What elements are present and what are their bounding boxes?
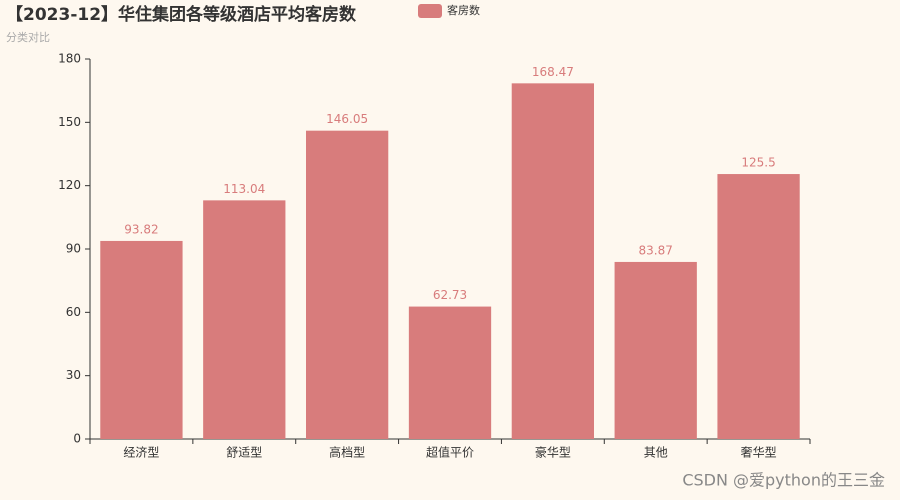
x-tick-label: 豪华型 [535,445,571,460]
x-tick-label: 舒适型 [226,446,262,460]
x-tick-label: 经济型 [123,445,159,460]
x-tick-label: 超值平价 [426,445,474,460]
watermark: CSDN @爱python的王三金 [682,471,885,490]
value-label: 125.5 [741,156,775,170]
bar [306,130,389,439]
chart-subtitle: 分类对比 [6,30,50,44]
bar [408,306,492,439]
value-label: 83.87 [639,243,673,257]
bar [100,240,183,439]
legend-label: 客房数 [447,3,480,17]
value-label: 168.47 [532,65,574,79]
value-label: 62.73 [433,288,467,302]
x-tick-label: 高档型 [329,445,365,460]
chart-title: 【2023-12】华住集团各等级酒店平均客房数 [6,4,357,25]
y-tick-label: 60 [66,305,81,319]
y-tick-label: 150 [58,115,81,129]
y-tick-label: 30 [66,368,81,382]
bar [511,83,594,439]
value-label: 93.82 [124,222,158,236]
bar [717,174,800,440]
y-tick-label: 120 [58,178,81,192]
y-tick-label: 180 [58,52,81,66]
y-tick-label: 90 [66,242,81,256]
legend-swatch [418,4,442,18]
bar [203,200,286,439]
value-label: 113.04 [223,182,265,196]
value-label: 146.05 [326,112,368,126]
x-tick-label: 奢华型 [741,446,777,460]
x-tick-label: 其他 [644,446,668,460]
bar [614,261,697,439]
y-tick-label: 0 [73,432,81,446]
